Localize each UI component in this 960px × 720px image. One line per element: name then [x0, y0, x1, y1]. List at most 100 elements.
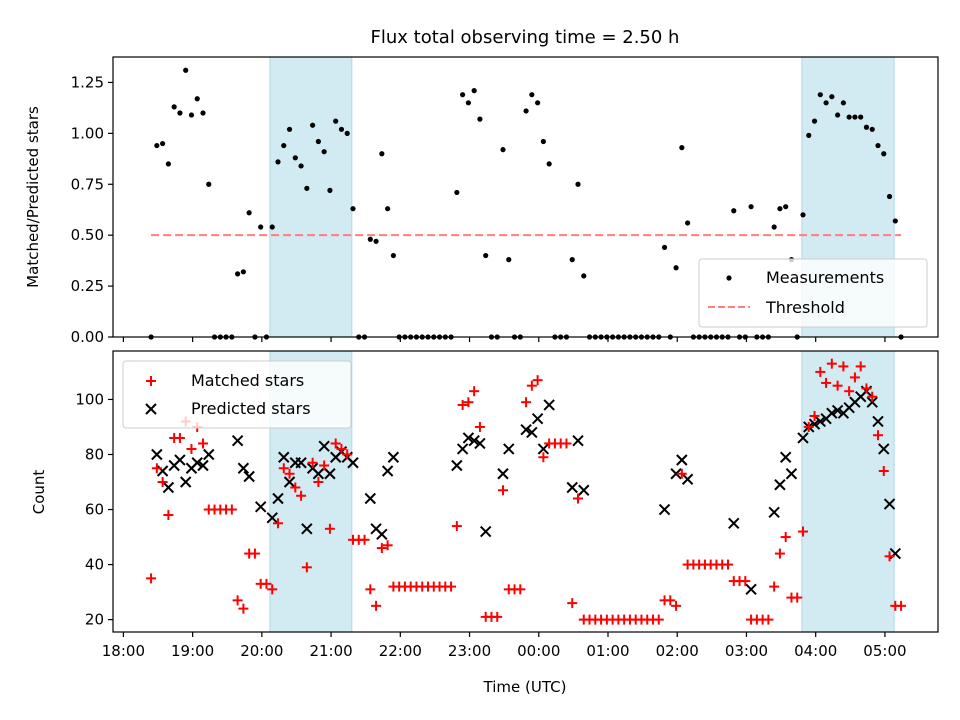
predicted-star-point — [728, 517, 740, 529]
measurement-point — [286, 126, 293, 132]
matched-star-point — [474, 421, 485, 432]
predicted-star-point — [826, 407, 838, 419]
measurement-point — [875, 142, 881, 149]
predicted-star-point — [474, 437, 486, 450]
matched-star-point — [267, 584, 278, 595]
measurement-point — [350, 206, 356, 212]
measurement-point — [183, 67, 189, 73]
measurement-point — [154, 142, 160, 149]
predicted-star-point — [566, 481, 578, 494]
legend-matched-label: Matched stars — [191, 371, 304, 390]
matched-star-point — [290, 482, 301, 493]
matched-star-point — [330, 438, 341, 449]
measurement-point — [477, 116, 483, 122]
measurement-point — [275, 159, 281, 165]
measurement-point — [846, 114, 852, 120]
measurement-point — [869, 126, 875, 132]
matched-star-point — [723, 559, 733, 570]
predicted-star-point — [503, 443, 515, 455]
matched-star-point — [855, 361, 866, 372]
matched-star-point — [342, 449, 353, 460]
matched-star-point — [498, 485, 508, 496]
measurement-point — [246, 210, 252, 216]
matched-star-point — [469, 386, 480, 397]
matched-star-point — [561, 438, 572, 449]
matched-star-point — [198, 438, 208, 449]
predicted-star-point — [779, 451, 792, 463]
matched-star-point — [844, 386, 855, 397]
measurement-point — [863, 124, 870, 130]
predicted-star-point — [543, 399, 555, 411]
measurement-point — [344, 130, 350, 136]
matched-star-point — [676, 468, 687, 479]
bottom-y-tick-label: 100 — [75, 390, 104, 408]
bottom-legend-box — [122, 360, 352, 429]
measurement-point — [783, 204, 789, 210]
bottom-y-axis-label: Count — [30, 470, 48, 515]
predicted-star-point — [768, 506, 780, 518]
measurement-point — [385, 206, 391, 212]
matched-star-point — [232, 595, 243, 606]
measurement-point — [886, 193, 893, 200]
matched-star-point — [665, 595, 676, 606]
measurement-point — [523, 108, 529, 114]
matched-star-point — [273, 518, 283, 529]
measurement-point — [373, 238, 379, 244]
measurement-point — [235, 271, 241, 277]
matched-star-point — [896, 600, 907, 611]
measurement-point — [852, 114, 858, 120]
predicted-star-point — [295, 457, 307, 469]
matched-star-point — [826, 358, 837, 369]
count-panel: 20 40 60 80 100 18:00 19:00 20:00 21:00 22:00 23:… — [30, 350, 939, 696]
predicted-star-point — [318, 440, 330, 452]
predicted-star-point — [578, 484, 590, 496]
matched-star-point — [376, 543, 387, 554]
matched-star-point — [163, 510, 174, 521]
matched-star-point — [774, 548, 785, 559]
predicted-star-point — [520, 424, 532, 436]
predicted-star-point — [266, 512, 278, 524]
predicted-star-point — [278, 451, 290, 463]
matched-star-point — [838, 361, 849, 372]
measurement-point — [777, 206, 783, 212]
matched-star-point — [538, 452, 549, 463]
predicted-star-point — [531, 412, 544, 425]
predicted-star-point — [151, 448, 163, 461]
measurement-point — [379, 151, 385, 157]
bottom-legend: Matched stars Predicted stars — [122, 360, 352, 429]
legend-measurements-label: Measurements — [766, 268, 884, 287]
predicted-star-point — [745, 583, 757, 596]
predicted-star-point — [883, 498, 896, 510]
matched-star-point — [815, 366, 826, 377]
matched-star-point — [146, 573, 157, 584]
x-tick-label: 21:00 — [309, 642, 352, 660]
top-legend-box — [698, 258, 928, 328]
measurement-point — [240, 269, 246, 275]
x-tick-label: 03:00 — [725, 642, 768, 660]
top-y-tick-label: 0.00 — [71, 328, 104, 346]
measurement-point — [673, 265, 679, 271]
matched-star-point — [792, 592, 803, 603]
ratio-panel: 0.00 0.25 0.50 0.75 1.00 1.25 Matched/Predict… — [24, 56, 939, 346]
measurement-point — [581, 273, 587, 279]
matched-star-point — [809, 410, 820, 421]
x-tick-label: 18:00 — [102, 642, 145, 660]
measurement-point — [529, 92, 535, 98]
x-tick-label: 04:00 — [794, 642, 837, 660]
x-tick-label: 22:00 — [379, 642, 422, 660]
measurement-point — [679, 145, 685, 151]
predicted-star-point — [203, 448, 215, 461]
matched-star-point — [319, 460, 330, 471]
top-x-ticks — [122, 337, 886, 342]
predicted-star-point — [381, 465, 394, 477]
matched-star-point — [492, 611, 503, 622]
matched-star-point — [261, 578, 272, 589]
predicted-star-point — [347, 457, 359, 469]
matched-star-point — [884, 551, 895, 562]
predicted-star-point — [301, 523, 313, 535]
matched-stars-points — [146, 358, 907, 625]
matched-star-point — [780, 532, 791, 543]
predicted-star-point — [866, 396, 878, 408]
measurement-point — [390, 252, 396, 259]
